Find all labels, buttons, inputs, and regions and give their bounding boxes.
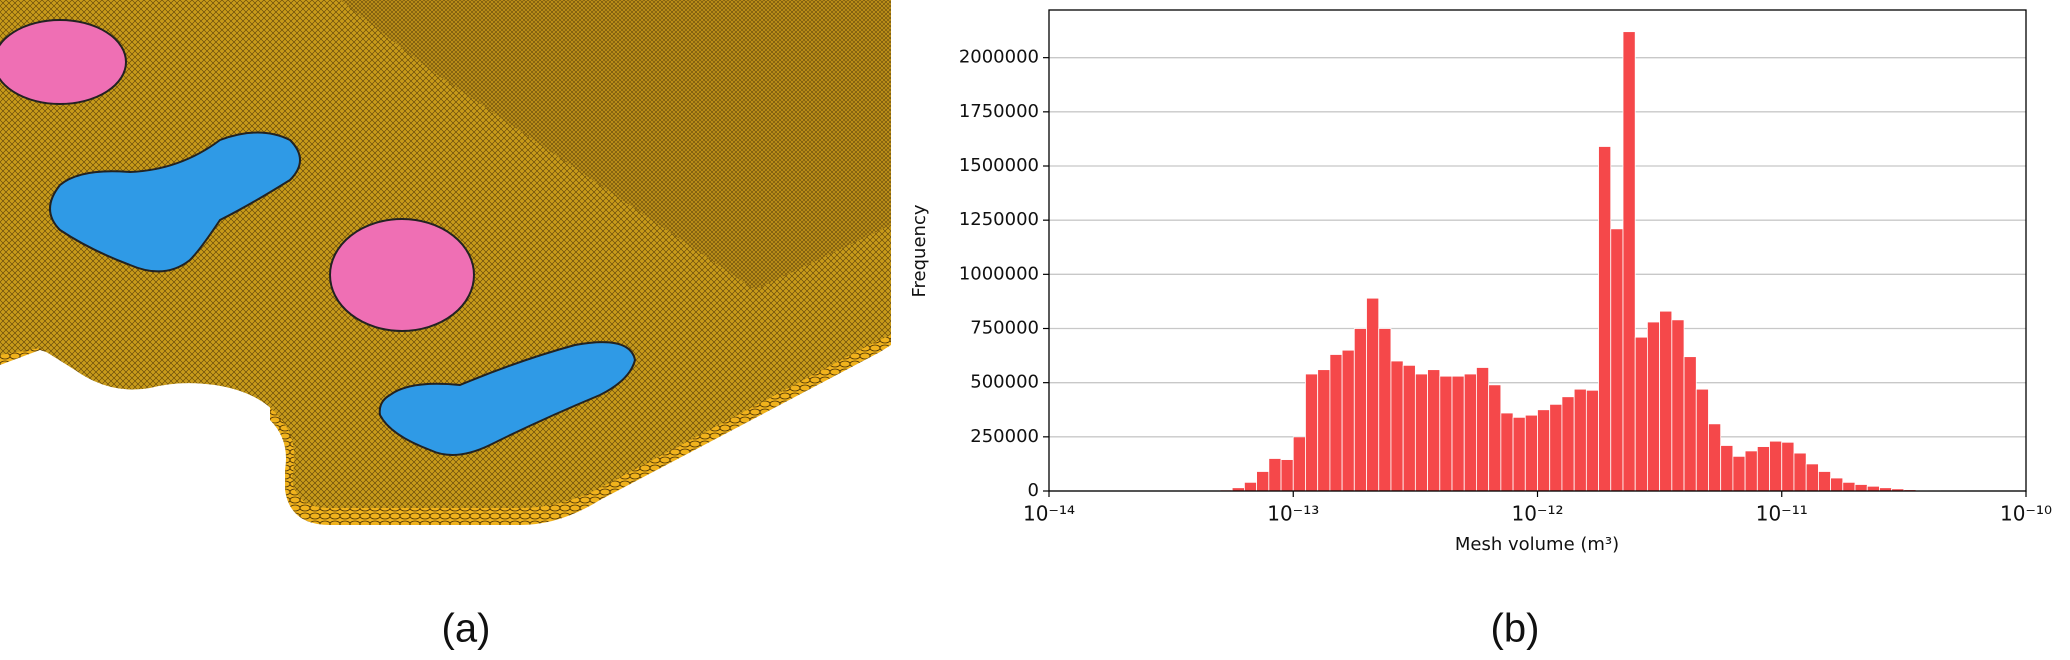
bar (1378, 328, 1392, 492)
bar (1818, 471, 1832, 492)
bar (1268, 458, 1282, 492)
bar (1695, 388, 1709, 492)
bar (1793, 452, 1807, 492)
bar (1427, 369, 1441, 492)
blue-channel (49, 131, 301, 273)
y-tick-label: 250000 (970, 426, 1039, 447)
x-tick-label: 10⁻¹² (1511, 502, 1563, 526)
mesh-image (0, 0, 891, 525)
y-tick-label: 1250000 (959, 209, 1039, 230)
y-tick-label: 2000000 (959, 47, 1039, 68)
bar (1634, 336, 1648, 492)
bar (1610, 228, 1624, 492)
bar (1329, 354, 1343, 492)
y-tick-label: 500000 (970, 372, 1039, 393)
x-tick-label: 10⁻¹⁰ (2000, 502, 2052, 526)
bar (1573, 388, 1587, 492)
bar (1805, 463, 1819, 492)
bar (1732, 455, 1746, 492)
bar (1366, 297, 1380, 492)
bar (1280, 459, 1294, 492)
bar (1585, 389, 1599, 492)
bar (1439, 375, 1453, 492)
bar (1598, 146, 1612, 492)
x-tick-label: 10⁻¹¹ (1756, 502, 1808, 526)
bar (1866, 485, 1880, 492)
bar (1622, 31, 1636, 492)
bar (1769, 440, 1783, 492)
bar (1671, 319, 1685, 492)
bar (1524, 414, 1538, 492)
bar (1512, 416, 1526, 492)
bar (1537, 409, 1551, 492)
bar (1842, 481, 1856, 492)
bar (1854, 484, 1868, 492)
bar (1561, 396, 1575, 492)
bar (1549, 403, 1563, 492)
bar (1781, 441, 1795, 492)
bar (1244, 481, 1258, 492)
bar (1756, 446, 1770, 492)
bar (1646, 321, 1661, 492)
bar (1256, 471, 1270, 492)
bar (1659, 310, 1673, 492)
panel-label: (a) (442, 607, 491, 651)
blue-channel (378, 341, 637, 456)
pink-port (329, 218, 475, 332)
y-tick-label: 0 (1028, 480, 1039, 501)
bar (1708, 423, 1722, 492)
y-axis-label: Frequency (909, 204, 930, 297)
bar (1390, 360, 1404, 492)
fine-region (340, 0, 891, 290)
bar (1720, 445, 1734, 492)
panel-label: (b) (1491, 607, 1540, 651)
bar (1488, 384, 1502, 492)
bar (1500, 412, 1514, 492)
bar (1683, 356, 1697, 492)
x-axis-label: Mesh volume (m³) (1455, 534, 1619, 555)
bar (1305, 373, 1319, 492)
pink-port (0, 19, 127, 105)
bar (1830, 477, 1844, 492)
bar (1744, 450, 1758, 492)
y-tick-label: 1000000 (959, 263, 1039, 284)
y-tick-label: 750000 (970, 318, 1039, 339)
bar (1353, 328, 1367, 492)
x-tick-label: 10⁻¹⁴ (1023, 502, 1075, 526)
bar (1402, 364, 1416, 492)
y-tick-label: 1750000 (959, 101, 1039, 122)
bar (1463, 373, 1477, 492)
y-tick-label: 1500000 (959, 155, 1039, 176)
bar (1451, 375, 1465, 492)
plot-frame (1048, 9, 2027, 492)
bar (1317, 369, 1331, 492)
bar (1341, 349, 1355, 492)
x-tick-label: 10⁻¹³ (1267, 502, 1319, 526)
bar (1414, 373, 1428, 492)
bar (1476, 367, 1490, 492)
bar (1292, 436, 1306, 492)
